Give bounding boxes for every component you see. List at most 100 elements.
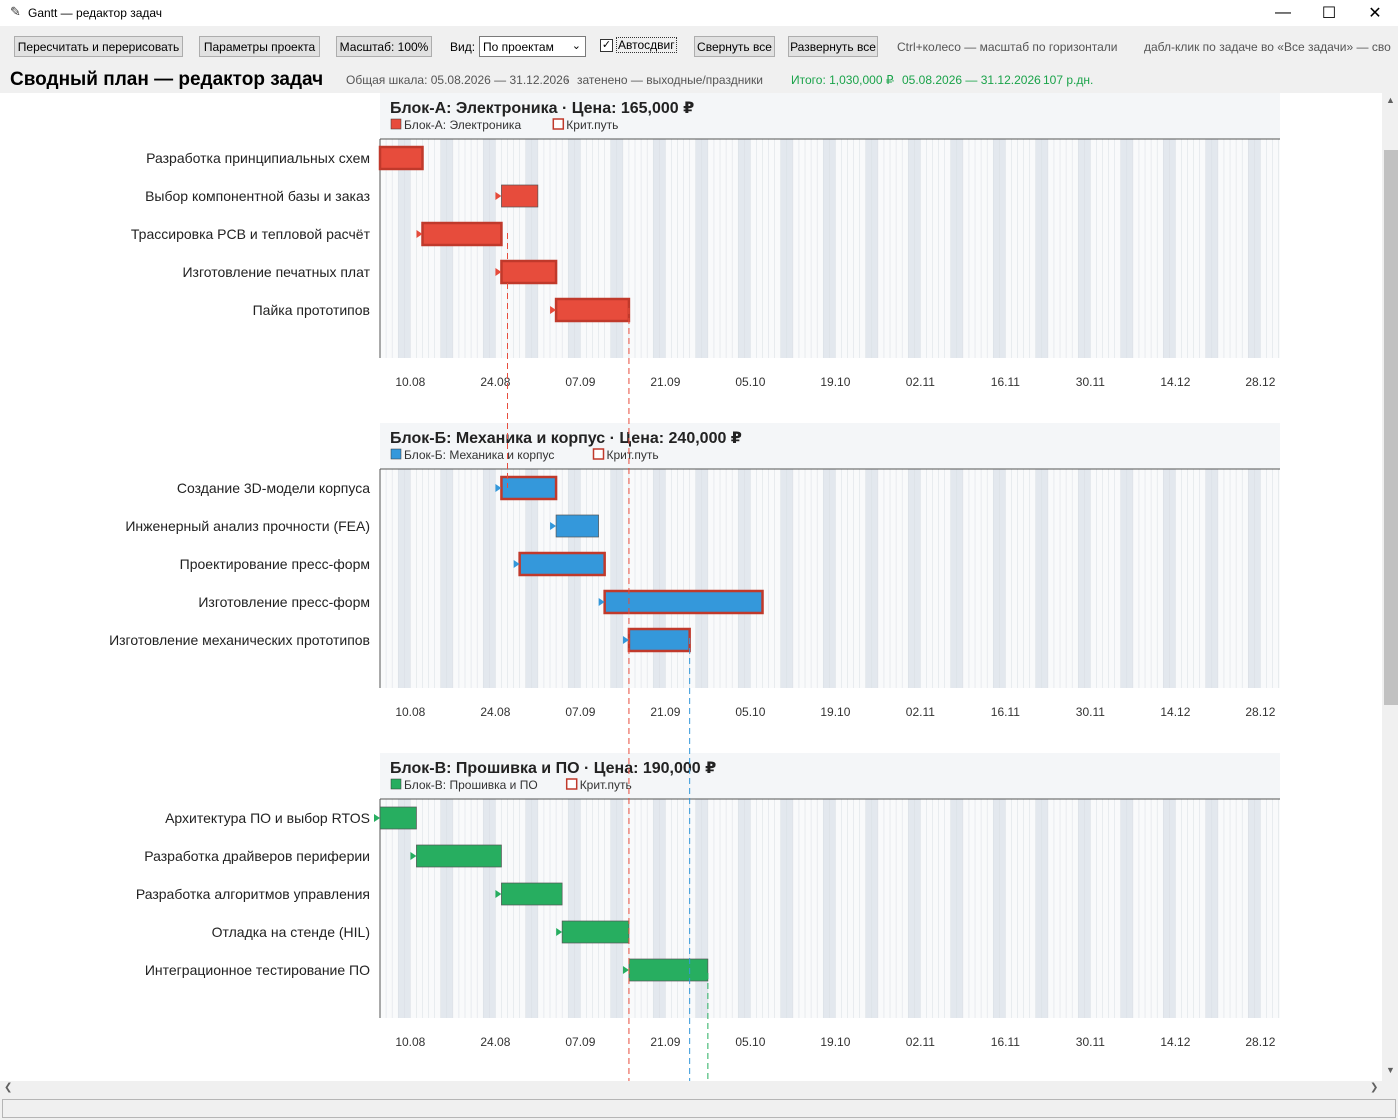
legend-crit-label: Крит.путь	[580, 778, 632, 792]
maximize-icon[interactable]: ☐	[1321, 5, 1337, 22]
weekend-shade	[659, 469, 666, 688]
weekend-shade	[653, 469, 660, 688]
axis-tick-label: 14.12	[1160, 705, 1190, 719]
weekend-shade	[993, 139, 1000, 358]
weekend-shade	[738, 139, 745, 358]
axis-tick-label: 16.11	[991, 705, 1020, 719]
collapse-all-button[interactable]: Свернуть все	[694, 36, 775, 57]
weekend-shade	[738, 799, 745, 1018]
dependency-arrow-icon	[495, 192, 502, 200]
weekend-shade	[525, 469, 532, 688]
scale-button[interactable]: Масштаб: 100%	[336, 36, 432, 57]
weekend-shade	[446, 799, 453, 1018]
dependency-arrow-icon	[374, 814, 380, 822]
task-bar[interactable]	[603, 589, 764, 615]
axis-tick-label: 02.11	[906, 375, 935, 389]
weekend-shade	[871, 139, 878, 358]
weekend-shade	[1169, 799, 1176, 1018]
scroll-left-icon[interactable]: ❮	[4, 1082, 13, 1093]
weekend-shade	[531, 799, 538, 1018]
weekend-shade	[1078, 469, 1085, 688]
axis-tick-label: 14.12	[1160, 375, 1190, 389]
axis-tick-label: 24.08	[480, 1035, 510, 1049]
task-label: Выбор компонентной базы и заказ	[145, 188, 370, 204]
scroll-right-icon[interactable]: ❯	[1370, 1082, 1379, 1093]
weekend-shade	[780, 799, 787, 1018]
task-bar[interactable]	[555, 514, 599, 538]
block-title: Блок-В: Прошивка и ПО · Цена: 190,000 ₽	[390, 760, 716, 777]
task-bar[interactable]	[628, 958, 709, 982]
weekend-shade	[744, 139, 751, 358]
task-bar[interactable]	[416, 844, 502, 868]
task-bar[interactable]	[501, 184, 539, 208]
autoshift-checkbox[interactable]: ✓	[600, 39, 613, 52]
weekend-shade	[823, 799, 830, 1018]
task-label: Изготовление механических прототипов	[109, 632, 370, 648]
task-bar[interactable]	[561, 920, 630, 944]
axis-tick-label: 28.12	[1245, 705, 1275, 719]
gantt-svg: Блок-А: Электроника · Цена: 165,000 ₽Бло…	[109, 93, 1280, 1081]
weekend-shade	[829, 469, 836, 688]
weekend-shade	[993, 799, 1000, 1018]
task-bar[interactable]	[378, 145, 424, 171]
task-bar[interactable]	[554, 297, 631, 323]
weekend-shade	[489, 469, 496, 688]
weekend-shade	[993, 469, 1000, 688]
task-bar[interactable]	[500, 259, 558, 285]
weekend-shade	[914, 469, 921, 688]
weekend-shade	[659, 799, 666, 1018]
axis-tick-label: 30.11	[1076, 375, 1105, 389]
weekend-shade	[908, 139, 915, 358]
gantt-block: Блок-А: Электроника · Цена: 165,000 ₽Бло…	[131, 93, 1280, 389]
view-label: Вид:	[450, 40, 476, 54]
window-titlebar: ✎ Gantt — редактор задач — ☐ ✕	[0, 0, 1398, 26]
weekend-shade	[1084, 469, 1091, 688]
recalc-button[interactable]: Пересчитать и перерисовать	[14, 36, 183, 57]
gantt-canvas[interactable]: Блок-А: Электроника · Цена: 165,000 ₽ Бло…	[0, 93, 1382, 1081]
dependency-arrow-icon	[416, 230, 423, 238]
weekend-shade	[483, 139, 490, 358]
task-bar[interactable]	[627, 627, 691, 653]
weekend-shade	[695, 469, 702, 688]
weekend-shade	[568, 799, 575, 1018]
minimize-icon[interactable]: —	[1275, 4, 1291, 21]
view-select[interactable]: По проектам ⌄	[479, 36, 586, 57]
axis-tick-label: 21.09	[650, 705, 680, 719]
axis-tick-label: 19.10	[820, 375, 850, 389]
vertical-scroll-thumb[interactable]	[1384, 150, 1398, 705]
project-params-button[interactable]: Параметры проекта	[199, 36, 320, 57]
weekend-shade	[398, 799, 405, 1018]
task-bar[interactable]	[379, 806, 417, 830]
weekend-shade	[871, 469, 878, 688]
close-icon[interactable]: ✕	[1368, 5, 1382, 22]
weekend-shade	[786, 139, 793, 358]
task-bar[interactable]	[501, 882, 563, 906]
hint-zoom: Ctrl+колесо — масштаб по горизонтали	[897, 40, 1118, 54]
scroll-down-icon[interactable]: ▼	[1386, 1065, 1395, 1075]
weekend-shade	[398, 469, 405, 688]
weekend-shade	[610, 799, 617, 1018]
weekend-shade	[574, 799, 581, 1018]
task-bar[interactable]	[500, 475, 558, 501]
weekend-shade	[1248, 799, 1255, 1018]
task-bar[interactable]	[421, 221, 503, 247]
task-label: Трассировка PCB и тепловой расчёт	[131, 226, 371, 242]
weekend-shade	[1205, 139, 1212, 358]
axis-tick-label: 07.09	[565, 705, 595, 719]
axis-tick-label: 05.10	[735, 705, 765, 719]
weekend-shade	[440, 139, 447, 358]
weekend-shade	[701, 799, 708, 1018]
task-bar[interactable]	[518, 551, 606, 577]
horizontal-scrollbar[interactable]: ❮ ❯	[0, 1081, 1382, 1097]
autoshift-label[interactable]: Автосдвиг	[616, 37, 677, 53]
task-label: Отладка на стенде (HIL)	[212, 924, 370, 940]
weekend-shade	[1211, 139, 1218, 358]
page-title: Сводный план — редактор задач	[10, 69, 324, 90]
weekend-shade	[1248, 139, 1255, 358]
block-header-bg	[380, 93, 1280, 139]
axis-tick-label: 19.10	[820, 705, 850, 719]
scroll-up-icon[interactable]: ▲	[1386, 95, 1395, 105]
task-label: Пайка прототипов	[253, 302, 370, 318]
weekend-shade	[1126, 139, 1133, 358]
expand-all-button[interactable]: Развернуть все	[788, 36, 878, 57]
